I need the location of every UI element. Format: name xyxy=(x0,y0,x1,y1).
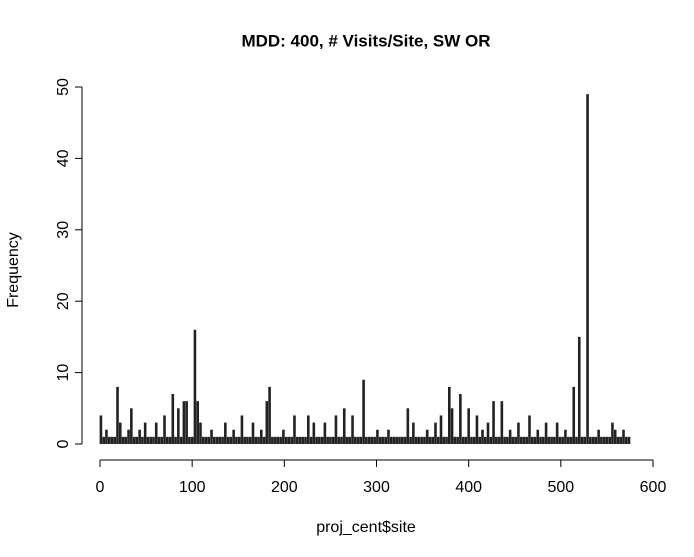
x-tick-label: 400 xyxy=(455,479,482,496)
x-tick-label: 500 xyxy=(547,479,574,496)
y-axis-label: Frequency xyxy=(5,232,22,308)
y-tick-label: 20 xyxy=(55,292,72,310)
y-tick-label: 50 xyxy=(55,78,72,96)
x-tick-label: 600 xyxy=(640,479,667,496)
x-tick-label: 100 xyxy=(179,479,206,496)
x-tick-label: 300 xyxy=(363,479,390,496)
y-tick-label: 40 xyxy=(55,149,72,167)
y-tick-label: 30 xyxy=(55,221,72,239)
x-axis-label: proj_cent$site xyxy=(316,519,416,536)
y-tick-label: 0 xyxy=(55,439,72,448)
y-tick-label: 10 xyxy=(55,364,72,382)
chart-title: MDD: 400, # Visits/Site, SW OR xyxy=(241,31,490,50)
x-tick-label: 200 xyxy=(271,479,298,496)
x-tick-label: 0 xyxy=(96,479,105,496)
